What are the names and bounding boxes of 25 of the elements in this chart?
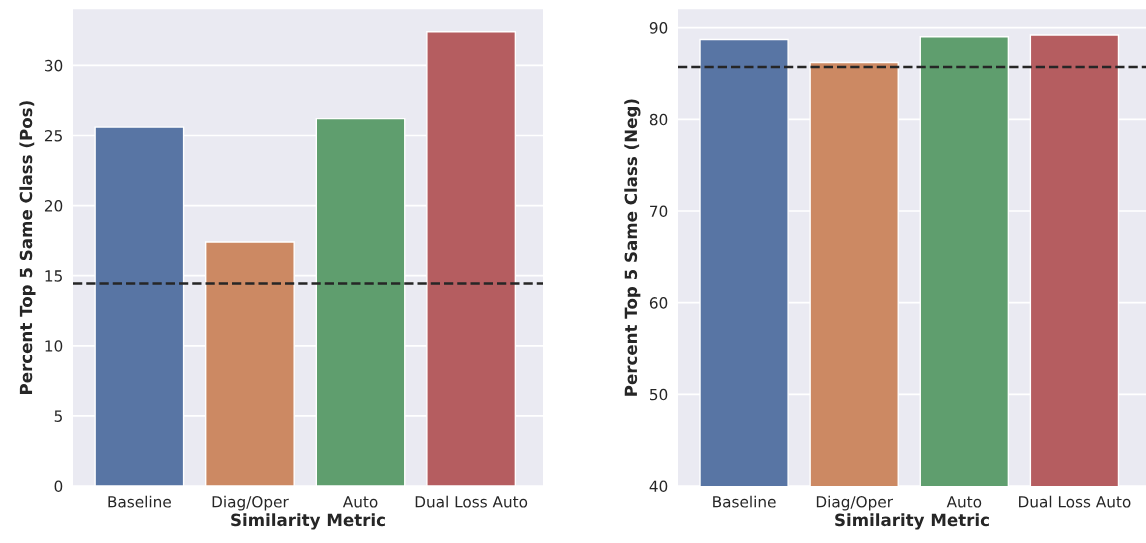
x-tick-label: Auto [342, 496, 378, 508]
x-tick-label: Diag/Oper [212, 495, 289, 511]
x-tick-label: Baseline [108, 495, 171, 508]
x-tick-label: Diag/Oper [816, 495, 893, 511]
x-tick-label: Dual Loss Auto [1019, 495, 1131, 508]
y-tick-label: 15 [45, 270, 62, 282]
x-tick-label: Auto [946, 496, 982, 508]
x-axis-title: Similarity Metric [231, 513, 385, 530]
y-axis-title: Percent Top 5 Same Class (Neg) [624, 99, 641, 396]
y-tick-label: 20 [44, 200, 63, 212]
x-axis-title: Similarity Metric [835, 513, 989, 530]
y-axis-title: Percent Top 5 Same Class (Pos) [19, 101, 36, 394]
y-tick-label: 5 [54, 410, 62, 422]
y-tick-label: 25 [44, 129, 62, 142]
y-tick-label: 0 [54, 480, 63, 493]
y-tick-label: 80 [649, 113, 668, 126]
y-tick-label: 60 [649, 297, 668, 309]
x-tick-label: Dual Loss Auto [415, 495, 528, 508]
y-tick-label: 30 [45, 59, 63, 72]
y-tick-label: 10 [45, 340, 63, 352]
y-tick-label: 50 [650, 388, 668, 401]
y-tick-label: 90 [649, 22, 668, 34]
x-tick-label: Baseline [713, 495, 776, 508]
y-tick-label: 70 [650, 205, 668, 217]
y-tick-label: 40 [649, 480, 668, 493]
